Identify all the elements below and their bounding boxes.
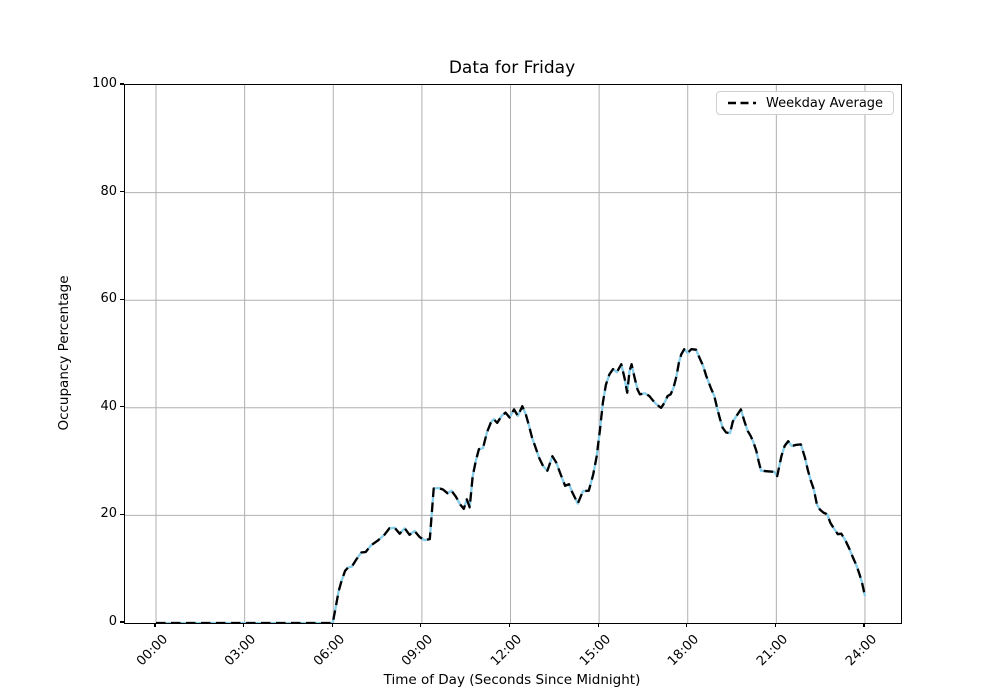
- x-tick-mark: [774, 623, 776, 628]
- x-tick-label: 09:00: [399, 632, 437, 670]
- y-tick-label: 20: [100, 506, 117, 522]
- plot-svg: [125, 85, 901, 623]
- y-tick-label: 0: [108, 614, 117, 629]
- legend-label: Weekday Average: [766, 95, 884, 111]
- x-tick-mark: [331, 623, 333, 628]
- x-axis-label: Time of Day (Seconds Since Midnight): [383, 672, 641, 688]
- y-tick-label: 40: [100, 398, 117, 414]
- y-tick-mark: [120, 83, 124, 85]
- y-tick-mark: [120, 621, 124, 623]
- x-tick-label: 18:00: [665, 632, 703, 670]
- x-tick-label: 06:00: [310, 632, 348, 670]
- y-tick-mark: [120, 406, 124, 408]
- y-axis-label: Occupancy Percentage: [56, 275, 72, 431]
- x-tick-mark: [243, 623, 245, 628]
- legend-dashed-line-sample: [728, 101, 756, 105]
- x-tick-label: 12:00: [488, 632, 526, 670]
- plot-area: [124, 84, 902, 624]
- x-tick-mark: [863, 623, 865, 628]
- y-tick-label: 80: [100, 183, 117, 199]
- x-tick-label: 24:00: [842, 632, 880, 670]
- y-tick-mark: [120, 298, 124, 300]
- x-tick-label: 15:00: [576, 632, 614, 670]
- y-tick-mark: [120, 191, 124, 193]
- x-tick-label: 03:00: [222, 632, 260, 670]
- x-tick-label: 00:00: [133, 632, 171, 670]
- x-tick-mark: [686, 623, 688, 628]
- y-tick-mark: [120, 513, 124, 515]
- x-tick-mark: [597, 623, 599, 628]
- x-tick-label: 21:00: [753, 632, 791, 670]
- x-tick-mark: [508, 623, 511, 628]
- weekday-average-line: [156, 348, 867, 623]
- x-tick-mark: [420, 623, 422, 628]
- x-tick-mark: [154, 623, 156, 628]
- y-tick-label: 100: [92, 76, 117, 91]
- plot-title: Data for Friday: [448, 58, 576, 78]
- y-tick-label: 60: [100, 291, 117, 307]
- legend: Weekday Average: [716, 91, 895, 115]
